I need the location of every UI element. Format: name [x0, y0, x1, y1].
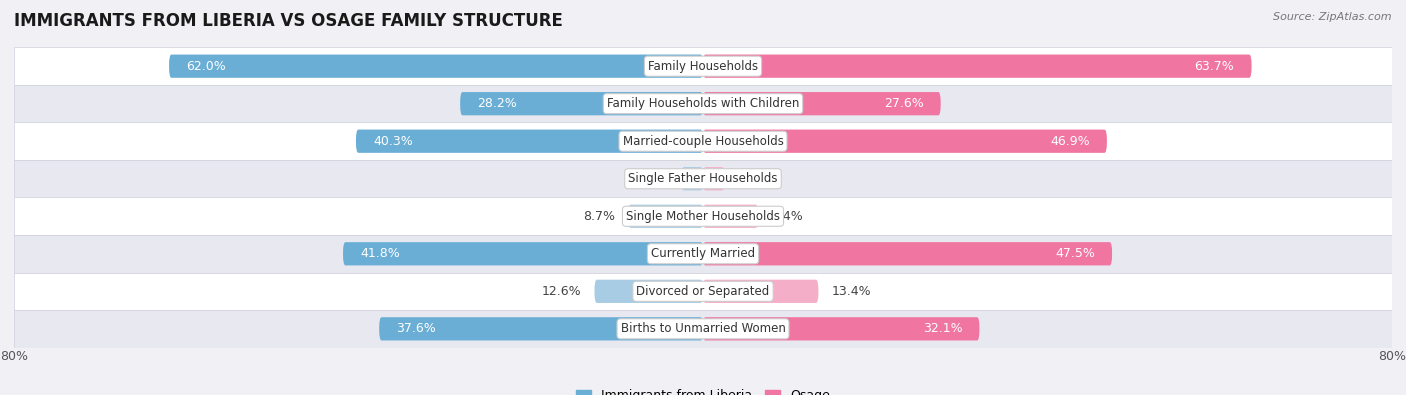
- Text: 46.9%: 46.9%: [1050, 135, 1090, 148]
- FancyBboxPatch shape: [703, 317, 980, 340]
- Text: Births to Unmarried Women: Births to Unmarried Women: [620, 322, 786, 335]
- FancyBboxPatch shape: [703, 167, 724, 190]
- Text: Married-couple Households: Married-couple Households: [623, 135, 783, 148]
- Text: 63.7%: 63.7%: [1195, 60, 1234, 73]
- Text: Currently Married: Currently Married: [651, 247, 755, 260]
- Text: Single Mother Households: Single Mother Households: [626, 210, 780, 223]
- Text: 13.4%: 13.4%: [831, 285, 870, 298]
- Legend: Immigrants from Liberia, Osage: Immigrants from Liberia, Osage: [571, 384, 835, 395]
- Text: Source: ZipAtlas.com: Source: ZipAtlas.com: [1274, 12, 1392, 22]
- FancyBboxPatch shape: [460, 92, 703, 115]
- FancyBboxPatch shape: [703, 92, 941, 115]
- Text: 6.4%: 6.4%: [770, 210, 803, 223]
- Text: Single Father Households: Single Father Households: [628, 172, 778, 185]
- Text: Divorced or Separated: Divorced or Separated: [637, 285, 769, 298]
- FancyBboxPatch shape: [703, 55, 1251, 78]
- Text: 47.5%: 47.5%: [1054, 247, 1095, 260]
- Text: 2.5%: 2.5%: [637, 172, 669, 185]
- Text: IMMIGRANTS FROM LIBERIA VS OSAGE FAMILY STRUCTURE: IMMIGRANTS FROM LIBERIA VS OSAGE FAMILY …: [14, 12, 562, 30]
- Text: 40.3%: 40.3%: [373, 135, 413, 148]
- FancyBboxPatch shape: [14, 273, 1392, 310]
- FancyBboxPatch shape: [14, 198, 1392, 235]
- Text: Family Households with Children: Family Households with Children: [607, 97, 799, 110]
- FancyBboxPatch shape: [14, 235, 1392, 273]
- FancyBboxPatch shape: [682, 167, 703, 190]
- FancyBboxPatch shape: [703, 242, 1112, 265]
- FancyBboxPatch shape: [14, 85, 1392, 122]
- Text: 27.6%: 27.6%: [884, 97, 924, 110]
- FancyBboxPatch shape: [14, 160, 1392, 198]
- Text: 37.6%: 37.6%: [396, 322, 436, 335]
- FancyBboxPatch shape: [703, 130, 1107, 153]
- Text: 8.7%: 8.7%: [583, 210, 616, 223]
- Text: 2.5%: 2.5%: [738, 172, 769, 185]
- Text: 12.6%: 12.6%: [541, 285, 582, 298]
- FancyBboxPatch shape: [14, 47, 1392, 85]
- FancyBboxPatch shape: [169, 55, 703, 78]
- Text: 62.0%: 62.0%: [186, 60, 226, 73]
- FancyBboxPatch shape: [343, 242, 703, 265]
- Text: Family Households: Family Households: [648, 60, 758, 73]
- Text: 41.8%: 41.8%: [360, 247, 399, 260]
- FancyBboxPatch shape: [628, 205, 703, 228]
- FancyBboxPatch shape: [380, 317, 703, 340]
- Text: 32.1%: 32.1%: [922, 322, 962, 335]
- FancyBboxPatch shape: [14, 122, 1392, 160]
- FancyBboxPatch shape: [703, 280, 818, 303]
- FancyBboxPatch shape: [703, 205, 758, 228]
- FancyBboxPatch shape: [14, 310, 1392, 348]
- Text: 28.2%: 28.2%: [478, 97, 517, 110]
- FancyBboxPatch shape: [356, 130, 703, 153]
- FancyBboxPatch shape: [595, 280, 703, 303]
